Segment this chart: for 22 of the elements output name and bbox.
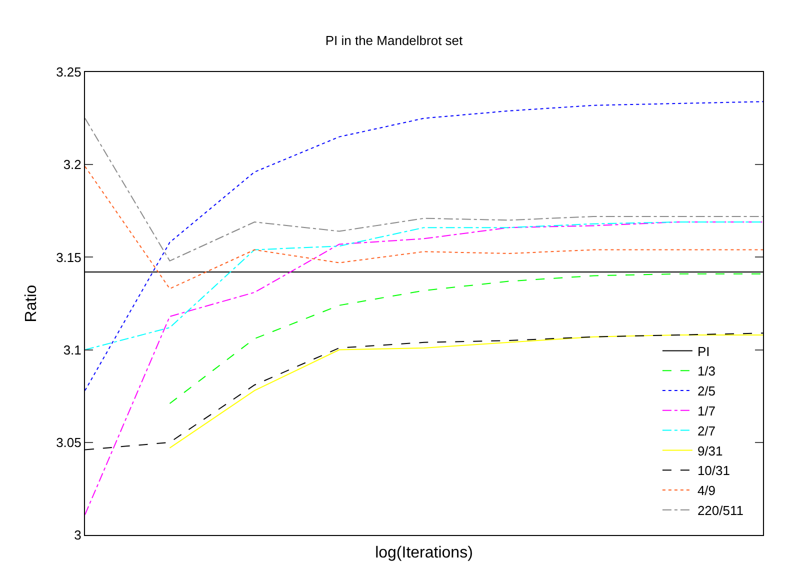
y-tick-label: 3.05 [56, 434, 82, 450]
line-series [85, 118, 763, 262]
line-series [169, 273, 763, 404]
legend-label: 4/9 [697, 483, 716, 498]
legend-label: 9/31 [697, 443, 723, 458]
y-tick-label: 3.2 [63, 157, 82, 172]
legend-label: PI [697, 344, 710, 359]
legend-label: 1/3 [697, 364, 716, 379]
line-series [85, 222, 763, 516]
legend-label: 2/5 [697, 384, 716, 399]
legend-label: 2/7 [697, 423, 716, 438]
y-tick-label: 3.1 [63, 342, 82, 358]
y-axis-title: Ratio [22, 284, 40, 322]
legend-label: 1/7 [697, 403, 716, 418]
line-series [85, 166, 763, 290]
y-tick-label: 3.15 [56, 250, 82, 265]
legend-label: 10/31 [697, 463, 730, 478]
legend-label: 220/511 [697, 502, 744, 518]
x-axis-title: log(Iterations) [375, 544, 473, 562]
y-tick-label: 3 [74, 528, 82, 543]
y-tick-label: 3.25 [56, 64, 82, 80]
chart-title: PI in the Mandelbrot set [325, 32, 464, 48]
